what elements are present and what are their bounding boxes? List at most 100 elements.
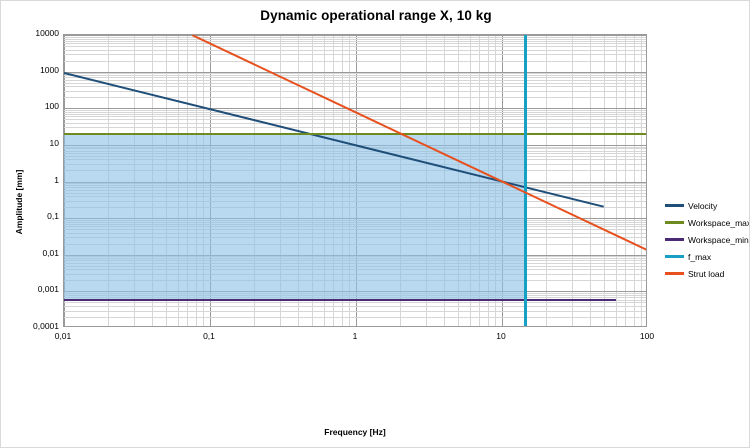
gridlines	[64, 35, 646, 326]
y-gridline-minor	[64, 317, 646, 318]
y-gridline-minor	[64, 119, 646, 120]
y-gridline-minor	[64, 237, 646, 238]
y-tick-label: 0,001	[37, 284, 59, 295]
y-gridline-major	[64, 145, 646, 146]
legend-swatch-icon	[665, 221, 684, 224]
y-gridline-minor	[64, 41, 646, 42]
y-gridline-minor	[64, 73, 646, 74]
y-gridline-major	[64, 218, 646, 219]
y-gridline-minor	[64, 147, 646, 148]
x-gridline-minor	[444, 35, 445, 326]
y-gridline-major	[64, 255, 646, 256]
series-line-f-max	[524, 35, 528, 326]
y-gridline-minor	[64, 54, 646, 55]
y-gridline-minor	[64, 183, 646, 184]
x-gridline-major	[210, 35, 211, 326]
y-gridline-minor	[64, 159, 646, 160]
legend-label: Workspace_max	[688, 217, 750, 228]
y-gridline-minor	[64, 224, 646, 225]
y-gridline-minor	[64, 207, 646, 208]
y-gridline-minor	[64, 39, 646, 40]
shaded-operational-range	[64, 35, 646, 326]
y-gridline-minor	[64, 201, 646, 202]
legend-swatch-icon	[665, 204, 684, 207]
x-gridline-minor	[641, 35, 642, 326]
y-gridline-minor	[64, 222, 646, 223]
series-line-strut-load	[191, 35, 646, 252]
x-gridline-minor	[333, 35, 334, 326]
x-gridline-minor	[178, 35, 179, 326]
x-gridline-major	[64, 35, 65, 326]
legend-item[interactable]: Velocity	[665, 197, 749, 214]
y-gridline-minor	[64, 80, 646, 81]
legend-item[interactable]: f_max	[665, 248, 749, 265]
x-gridline-minor	[590, 35, 591, 326]
y-gridline-minor	[64, 46, 646, 47]
y-gridline-minor	[64, 61, 646, 62]
y-gridline-minor	[64, 269, 646, 270]
x-gridline-minor	[572, 35, 573, 326]
x-gridline-minor	[166, 35, 167, 326]
legend-item[interactable]: Workspace_min	[665, 231, 749, 248]
y-gridline-minor	[64, 190, 646, 191]
legend-swatch-icon	[665, 238, 684, 241]
x-gridline-minor	[203, 35, 204, 326]
y-gridline-minor	[64, 244, 646, 245]
series-line-velocity	[64, 72, 605, 209]
x-gridline-minor	[349, 35, 350, 326]
legend-item[interactable]: Strut load	[665, 265, 749, 282]
x-tick-label: 100	[639, 331, 655, 341]
y-axis-ticks: 10000 1000 100 10 1 0,1 0,01 0,001 0,0001	[1, 28, 59, 331]
chart-title: Dynamic operational range X, 10 kg	[260, 8, 492, 23]
y-tick-label: 100	[44, 101, 59, 112]
x-gridline-minor	[488, 35, 489, 326]
y-gridline-minor	[64, 233, 646, 234]
x-gridline-minor	[479, 35, 480, 326]
y-tick-label: 10000	[35, 28, 59, 38]
y-gridline-minor	[64, 196, 646, 197]
legend-swatch-icon	[665, 272, 684, 275]
y-gridline-minor	[64, 302, 646, 303]
y-tick-label: 1000	[40, 64, 59, 75]
x-gridline-minor	[108, 35, 109, 326]
y-gridline-minor	[64, 43, 646, 44]
y-gridline-minor	[64, 187, 646, 188]
x-gridline-minor	[187, 35, 188, 326]
x-gridline-minor	[152, 35, 153, 326]
x-gridline-minor	[634, 35, 635, 326]
y-gridline-minor	[64, 83, 646, 84]
y-gridline-minor	[64, 260, 646, 261]
y-gridline-minor	[64, 110, 646, 111]
x-tick-label: 10	[496, 331, 506, 341]
y-gridline-major	[64, 291, 646, 292]
y-axis-title: Amplitude [mm]	[14, 169, 24, 235]
y-gridline-minor	[64, 114, 646, 115]
x-gridline-minor	[254, 35, 255, 326]
x-gridline-minor	[400, 35, 401, 326]
legend-item[interactable]: Workspace_max	[665, 214, 749, 231]
y-gridline-minor	[64, 97, 646, 98]
y-gridline-minor	[64, 134, 646, 135]
y-gridline-minor	[64, 263, 646, 264]
y-gridline-minor	[64, 266, 646, 267]
operational-range-fill	[64, 133, 526, 300]
y-tick-label: 0,01	[42, 247, 59, 258]
x-gridline-major	[502, 35, 503, 326]
x-gridline-minor	[280, 35, 281, 326]
y-gridline-minor	[64, 311, 646, 312]
y-gridline-minor	[64, 86, 646, 87]
x-gridline-minor	[426, 35, 427, 326]
legend-label: Strut load	[688, 268, 725, 279]
series-line-workspace-max	[64, 132, 646, 135]
chart-legend: Velocity Workspace_max Workspace_min f_max S…	[665, 197, 749, 282]
y-gridline-minor	[64, 258, 646, 259]
x-gridline-minor	[470, 35, 471, 326]
plot-area	[63, 34, 647, 327]
y-gridline-minor	[64, 112, 646, 113]
y-tick-label: 0,0001	[33, 321, 59, 331]
series-line-workspace-min	[64, 298, 616, 301]
y-gridline-minor	[64, 37, 646, 38]
y-gridline-minor	[64, 50, 646, 51]
y-gridline-minor	[64, 164, 646, 165]
y-gridline-minor	[64, 229, 646, 230]
